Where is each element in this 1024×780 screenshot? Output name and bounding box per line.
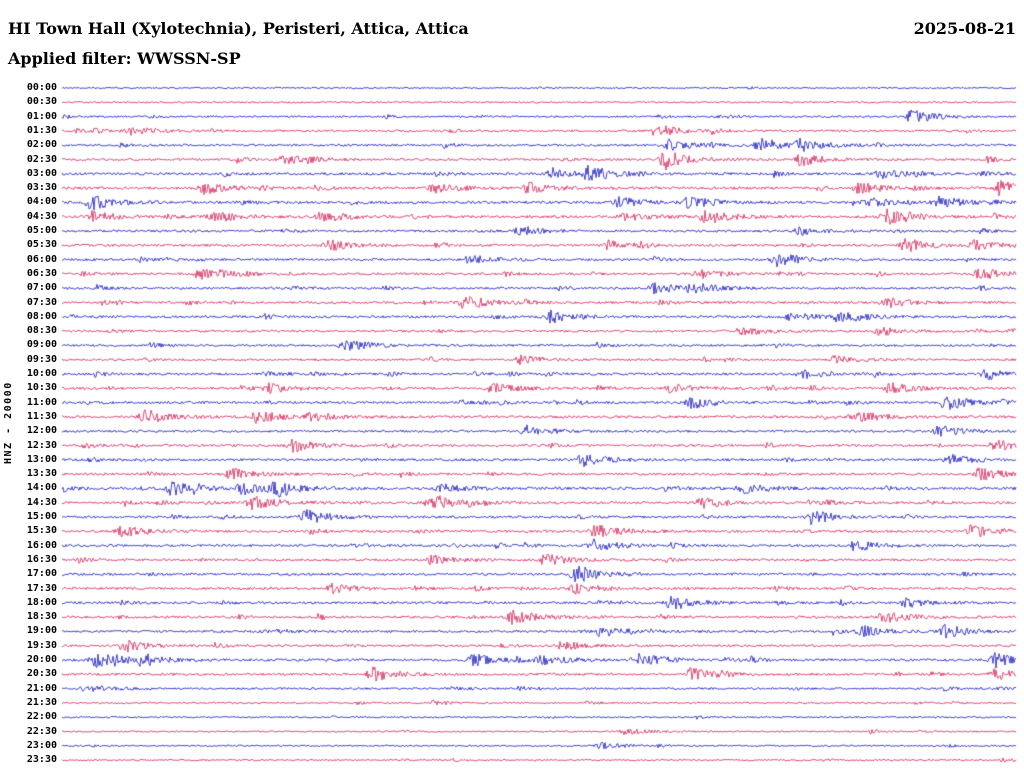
time-label: 20:00 — [26, 654, 57, 665]
time-label: 10:30 — [26, 382, 57, 394]
time-label: 07:00 — [26, 282, 57, 294]
time-label: 01:30 — [26, 124, 57, 136]
time-label: 03:00 — [26, 167, 57, 179]
time-label: 16:30 — [26, 553, 57, 565]
time-label: 15:00 — [26, 511, 57, 522]
time-label: 17:00 — [26, 568, 57, 580]
time-label: 18:00 — [26, 596, 57, 608]
time-label: 12:30 — [26, 439, 57, 451]
time-label: 02:00 — [26, 139, 57, 151]
time-label: 07:30 — [26, 296, 57, 308]
time-label: 10:00 — [26, 368, 57, 379]
time-label: 15:30 — [26, 525, 57, 537]
time-label: 21:30 — [26, 696, 57, 708]
time-label: 04:00 — [26, 196, 57, 208]
time-label: 14:00 — [26, 482, 57, 494]
time-label: 13:30 — [26, 468, 57, 480]
time-label: 18:30 — [26, 611, 57, 623]
time-label: 23:00 — [26, 739, 57, 751]
time-label: 09:30 — [26, 353, 57, 365]
time-label: 20:30 — [26, 668, 57, 680]
time-label: 08:30 — [26, 325, 57, 337]
time-label: 16:00 — [26, 539, 57, 551]
time-label: 22:00 — [26, 711, 57, 723]
time-label: 11:30 — [26, 410, 57, 422]
time-label: 06:30 — [26, 267, 57, 279]
time-label: 17:30 — [26, 582, 57, 594]
time-labels: 00:00 00:30 01:00 01:30 02:00 02:30 03:00 03:30… — [0, 0, 58, 780]
time-label: 13:00 — [26, 453, 57, 465]
time-label: 03:30 — [26, 182, 57, 194]
time-label: 08:00 — [26, 310, 57, 322]
time-label: 09:00 — [26, 339, 57, 351]
time-label: 23:30 — [26, 754, 57, 766]
time-label: 21:00 — [26, 682, 57, 694]
time-label: 00:00 — [26, 82, 57, 93]
time-label: 04:30 — [26, 210, 57, 222]
time-label: 05:00 — [26, 225, 57, 236]
time-label: 06:00 — [26, 253, 57, 265]
time-label: 00:30 — [26, 96, 57, 108]
time-label: 05:30 — [26, 239, 57, 251]
time-label: 01:00 — [26, 110, 57, 122]
time-label: 02:30 — [26, 153, 57, 165]
time-label: 22:30 — [26, 725, 57, 737]
time-label: 19:00 — [26, 625, 57, 637]
time-label: 14:30 — [26, 496, 57, 508]
time-label: 11:00 — [26, 396, 57, 408]
time-label: 12:00 — [26, 425, 57, 437]
time-label: 19:30 — [26, 639, 57, 651]
